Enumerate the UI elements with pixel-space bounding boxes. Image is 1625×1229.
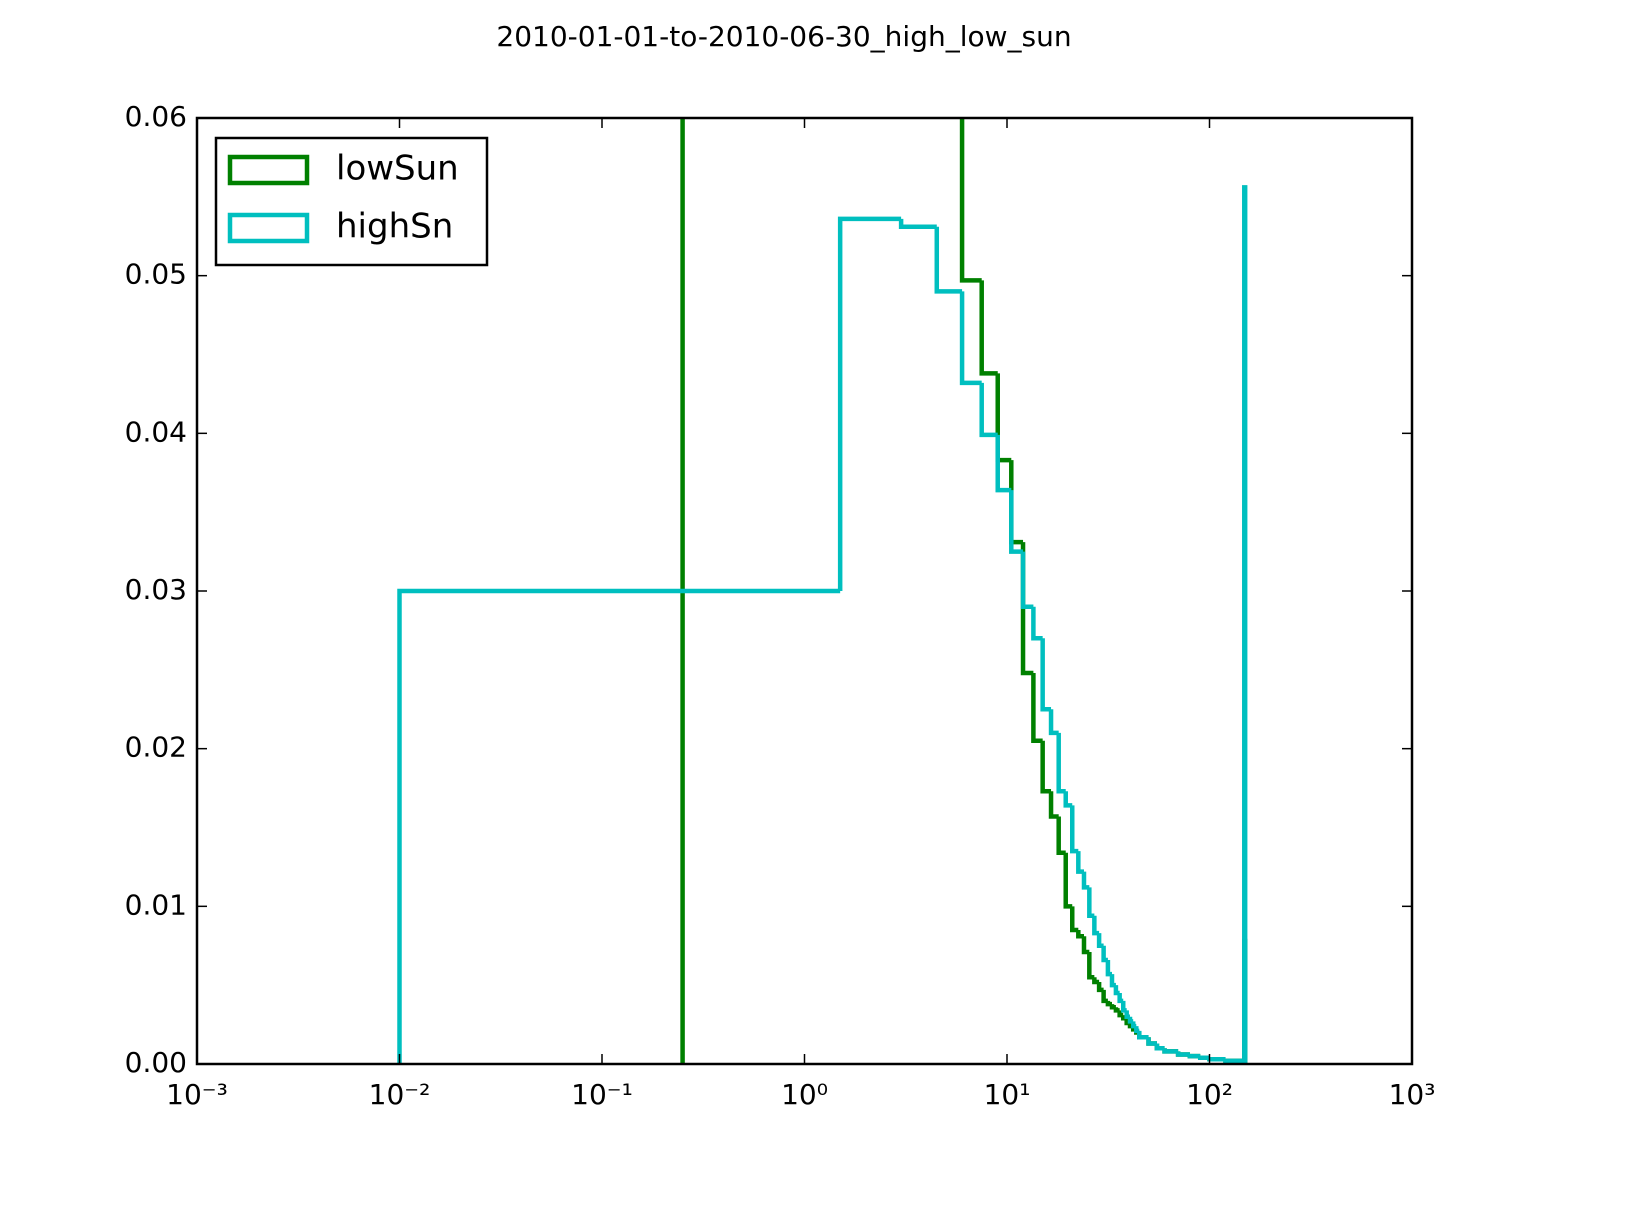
legend-label: highSn <box>336 207 453 247</box>
legend-swatch <box>227 154 310 186</box>
histogram-step <box>1113 1007 1120 1013</box>
histogram-step <box>1087 952 1095 980</box>
histogram-step <box>1031 606 1043 641</box>
histogram-step <box>1207 1057 1226 1062</box>
histogram-step <box>1101 989 1108 1004</box>
histogram-step <box>1117 1010 1124 1018</box>
histogram-step <box>979 382 998 438</box>
histogram-step <box>1187 1053 1201 1059</box>
x-tick-label: 10⁻³ <box>166 1078 228 1111</box>
x-tick-label: 10² <box>1186 1078 1233 1111</box>
histogram-step <box>1070 906 1079 933</box>
histogram-step <box>959 291 982 386</box>
histogram-step <box>1063 852 1073 909</box>
histogram-step <box>1242 185 1248 1064</box>
histogram-step <box>995 434 1012 493</box>
histogram-step <box>1146 1037 1157 1046</box>
histogram-step <box>837 216 902 591</box>
histogram-step <box>1120 1000 1127 1013</box>
histogram-step <box>1162 1048 1179 1054</box>
histogram-step <box>1117 993 1124 1004</box>
histogram-step <box>397 588 841 1064</box>
x-tick-label: 10⁻² <box>369 1078 431 1111</box>
histogram-step <box>1056 816 1066 855</box>
histogram-step <box>1154 1043 1165 1051</box>
y-tick-label: 0.03 <box>125 573 187 606</box>
histogram-step <box>1081 871 1090 890</box>
histogram-step <box>1087 887 1095 919</box>
y-tick-label: 0.02 <box>125 731 187 764</box>
histogram-step <box>1197 1055 1210 1060</box>
histogram-step <box>959 118 982 283</box>
legend-box <box>214 136 489 267</box>
histogram-step <box>1031 672 1043 744</box>
y-tick-label: 0.00 <box>125 1046 187 1079</box>
histogram-step <box>1175 1051 1190 1057</box>
histogram-step <box>1223 1058 1245 1064</box>
y-tick-label: 0.05 <box>125 258 187 291</box>
chart-title: 2010-01-01-to-2010-06-30_high_low_sun <box>496 20 1071 53</box>
legend: lowSun highSn <box>214 136 489 267</box>
histogram-step <box>1009 490 1024 554</box>
histogram-step <box>1056 732 1066 794</box>
y-tick-label: 0.06 <box>125 100 187 133</box>
x-tick-label: 10⁰ <box>781 1078 828 1111</box>
histogram-step <box>898 218 937 230</box>
y-tick-label: 0.04 <box>125 415 187 448</box>
histogram-step <box>1137 1030 1149 1040</box>
histogram-step <box>1040 740 1052 794</box>
histogram-step <box>1040 638 1052 712</box>
histogram-step <box>1092 977 1100 985</box>
histogram-step <box>979 280 998 376</box>
x-tick-label: 10¹ <box>984 1078 1031 1111</box>
plot-area <box>397 118 1248 1064</box>
legend-label: lowSun <box>336 149 459 189</box>
legend-swatch <box>227 212 310 244</box>
histogram-step <box>680 118 685 1064</box>
y-tick-label: 0.01 <box>125 888 187 921</box>
histogram-step <box>934 226 963 294</box>
x-tick-label: 10³ <box>1389 1078 1436 1111</box>
x-tick-label: 10⁻¹ <box>571 1078 633 1111</box>
histogram-step <box>1048 709 1059 736</box>
histogram-step <box>1048 791 1059 819</box>
histogram-step <box>1020 551 1034 610</box>
